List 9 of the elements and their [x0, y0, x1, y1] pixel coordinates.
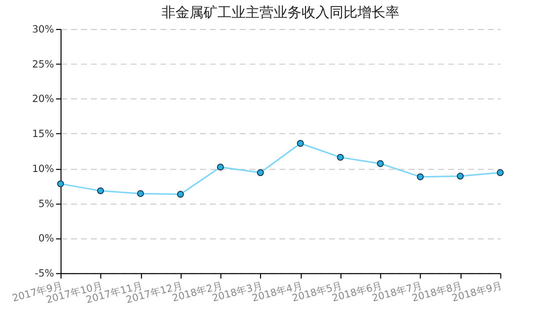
chart-title: 非金属矿工业主营业务收入同比增长率 — [161, 5, 400, 22]
y-tick-label: 20% — [32, 94, 54, 106]
y-tick-label: 15% — [32, 129, 54, 140]
y-tick-label: -5% — [34, 268, 54, 280]
y-tick-label: 30% — [32, 24, 54, 36]
y-tick-label: 5% — [38, 198, 54, 210]
y-tick-label: 0% — [38, 234, 54, 245]
y-tick-label: 25% — [32, 59, 54, 70]
y-tick-label: 10% — [32, 164, 54, 175]
